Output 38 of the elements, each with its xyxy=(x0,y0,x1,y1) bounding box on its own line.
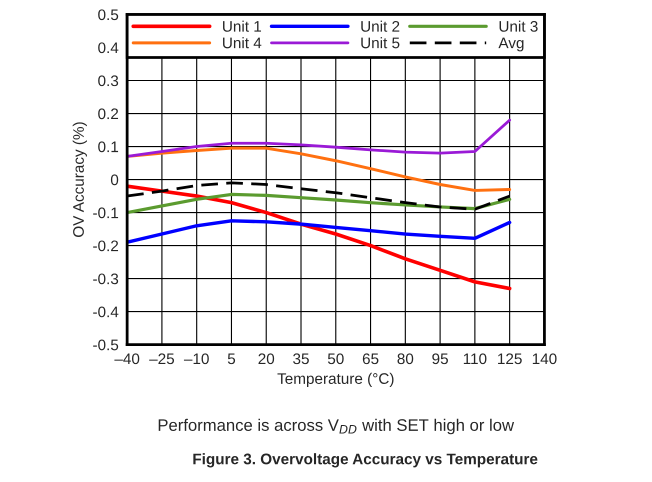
legend-label: Unit 5 xyxy=(361,37,400,48)
x-tick-label: 50 xyxy=(328,353,344,364)
y-tick-label: 0.3 xyxy=(98,75,118,86)
y-tick-label: 0.5 xyxy=(98,9,118,20)
y-tick-label: -0.1 xyxy=(93,207,118,218)
x-tick-label: 20 xyxy=(258,353,274,364)
line-series xyxy=(127,184,512,290)
legend-label: Avg xyxy=(498,38,524,52)
x-tick-label: 80 xyxy=(397,353,414,364)
y-tick-label: 0 xyxy=(110,174,118,186)
y-tick-label: -0.5 xyxy=(93,340,118,350)
x-tick-label: –40 xyxy=(114,353,140,364)
text: Figure 3. Overvoltage Accuracy vs Temperature xyxy=(193,453,538,468)
x-tick-label: –10 xyxy=(184,353,209,364)
x-tick-label: 65 xyxy=(362,353,378,364)
line-series xyxy=(127,219,512,244)
x-tick-label: 110 xyxy=(464,353,486,364)
x-tick-label: 95 xyxy=(432,353,448,364)
x-tick-label: 5 xyxy=(228,354,236,364)
line-series xyxy=(127,146,512,192)
y-tick-label: 0.4 xyxy=(98,42,118,54)
x-tick-label: 35 xyxy=(293,353,309,364)
y-tick-label: -0.4 xyxy=(93,306,118,318)
y-tick-label: 0.1 xyxy=(98,141,118,152)
line-series xyxy=(127,118,512,158)
x-tick-label: 125 xyxy=(498,353,522,364)
y-tick-label: 0.2 xyxy=(98,108,118,120)
legend-label: Unit 2 xyxy=(361,20,400,32)
x-tick-label: 140 xyxy=(532,353,557,364)
legend-label: Unit 1 xyxy=(223,20,262,32)
legend-label: Unit 4 xyxy=(223,37,262,48)
y-axis-title: OV Accuracy (%) xyxy=(72,122,87,237)
y-tick-label: -0.2 xyxy=(93,240,118,252)
text: Performance is across V$_{DD}$ with SET high or low xyxy=(158,418,514,434)
y-tick-label: -0.3 xyxy=(93,273,118,284)
legend-label: Unit 3 xyxy=(500,20,538,32)
x-axis-title: Temperature (°C) xyxy=(277,372,394,387)
x-tick-label: –25 xyxy=(149,353,174,364)
